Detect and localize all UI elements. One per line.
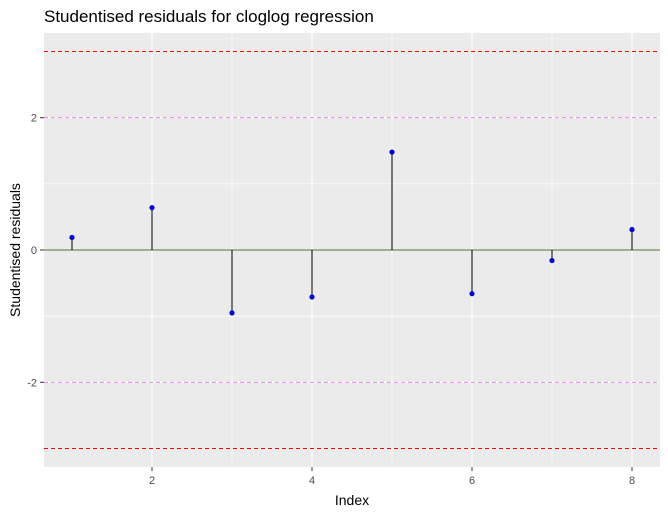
x-tick-label: 4	[309, 475, 315, 487]
residual-point	[309, 294, 315, 300]
y-tick-label: 2	[31, 113, 37, 125]
axis-ticks: 2 4 6 8 -2 0 2	[27, 113, 635, 487]
residual-point	[629, 226, 635, 233]
x-tick-label: 6	[469, 475, 475, 487]
residual-point	[69, 234, 75, 241]
residual-point	[549, 257, 555, 264]
residual-point	[469, 291, 475, 297]
y-tick-label: 0	[31, 245, 37, 257]
residual-point	[389, 149, 395, 155]
residual-point	[149, 205, 155, 211]
x-tick-label: 2	[149, 475, 155, 487]
x-axis-label: Index	[335, 492, 369, 508]
x-tick-label: 8	[629, 475, 635, 487]
y-tick-label: -2	[27, 377, 37, 389]
plot-area	[44, 33, 660, 467]
chart-title: Studentised residuals for cloglog regres…	[44, 7, 374, 26]
y-axis-label: Studentised residuals	[7, 183, 23, 317]
residual-point	[229, 310, 235, 316]
